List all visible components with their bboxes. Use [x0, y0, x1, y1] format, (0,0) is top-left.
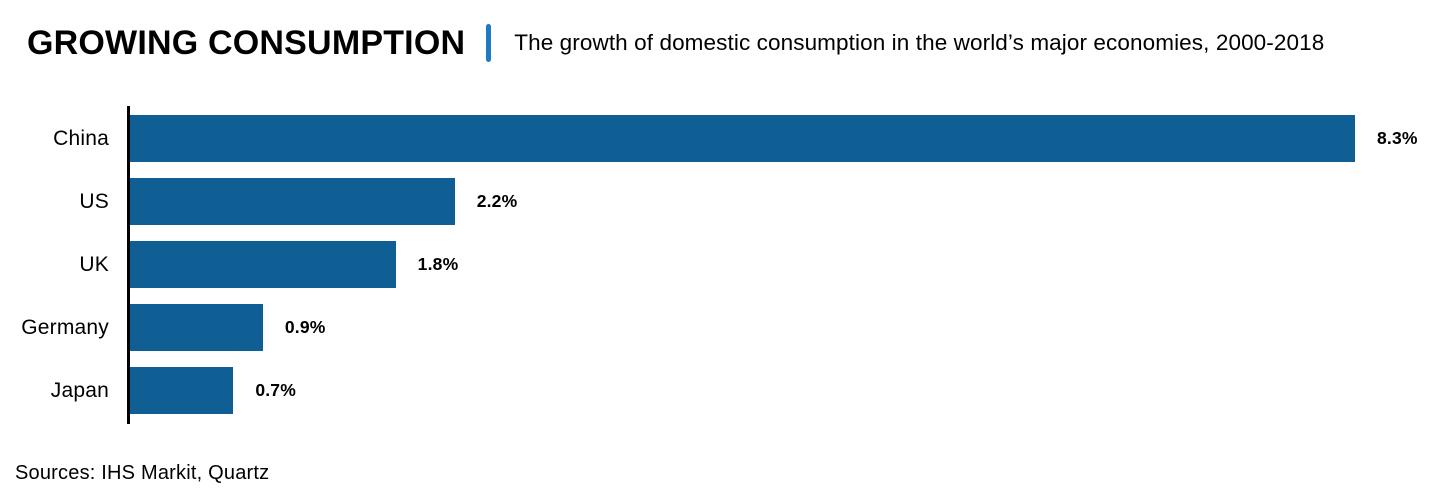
- chart-header: GROWING CONSUMPTION The growth of domest…: [27, 22, 1422, 64]
- bar-track: 0.7%: [127, 367, 1438, 414]
- bar-row-china: China 8.3%: [0, 115, 1438, 162]
- value-label: 0.7%: [255, 380, 297, 400]
- value-label: 2.2%: [476, 191, 518, 211]
- bar-chart: China 8.3% US 2.2% UK 1.8% Germany 0.9% Japan 0.7…: [0, 106, 1438, 424]
- title-separator-bar: [486, 24, 492, 62]
- category-label: Japan: [50, 378, 109, 402]
- bar-track: 2.2%: [127, 178, 1438, 225]
- bar-segment: [130, 304, 263, 351]
- bar-track: 8.3%: [127, 115, 1438, 162]
- bar-rows: China 8.3% US 2.2% UK 1.8% Germany 0.9% Japan 0.7…: [0, 115, 1438, 414]
- bar-row-us: US 2.2%: [0, 178, 1438, 225]
- value-label: 0.9%: [284, 317, 326, 337]
- bar-segment: [130, 178, 455, 225]
- category-label: China: [53, 126, 109, 150]
- bar-row-uk: UK 1.8%: [0, 241, 1438, 288]
- bar-track: 0.9%: [127, 304, 1438, 351]
- bar-segment: [130, 241, 396, 288]
- sources-note: Sources: IHS Markit, Quartz: [15, 462, 270, 484]
- bar-track: 1.8%: [127, 241, 1438, 288]
- chart-title: GROWING CONSUMPTION: [27, 24, 466, 62]
- bar-row-japan: Japan 0.7%: [0, 367, 1438, 414]
- category-label: US: [79, 189, 109, 213]
- value-label: 8.3%: [1377, 128, 1418, 148]
- bar-segment: [130, 367, 234, 414]
- bar-row-germany: Germany 0.9%: [0, 304, 1438, 351]
- category-label: UK: [79, 252, 109, 276]
- bar-segment: [130, 115, 1355, 162]
- chart-subtitle: The growth of domestic consumption in th…: [514, 30, 1325, 55]
- category-label: Germany: [21, 315, 109, 339]
- y-axis-line: [127, 106, 130, 424]
- value-label: 1.8%: [417, 254, 459, 274]
